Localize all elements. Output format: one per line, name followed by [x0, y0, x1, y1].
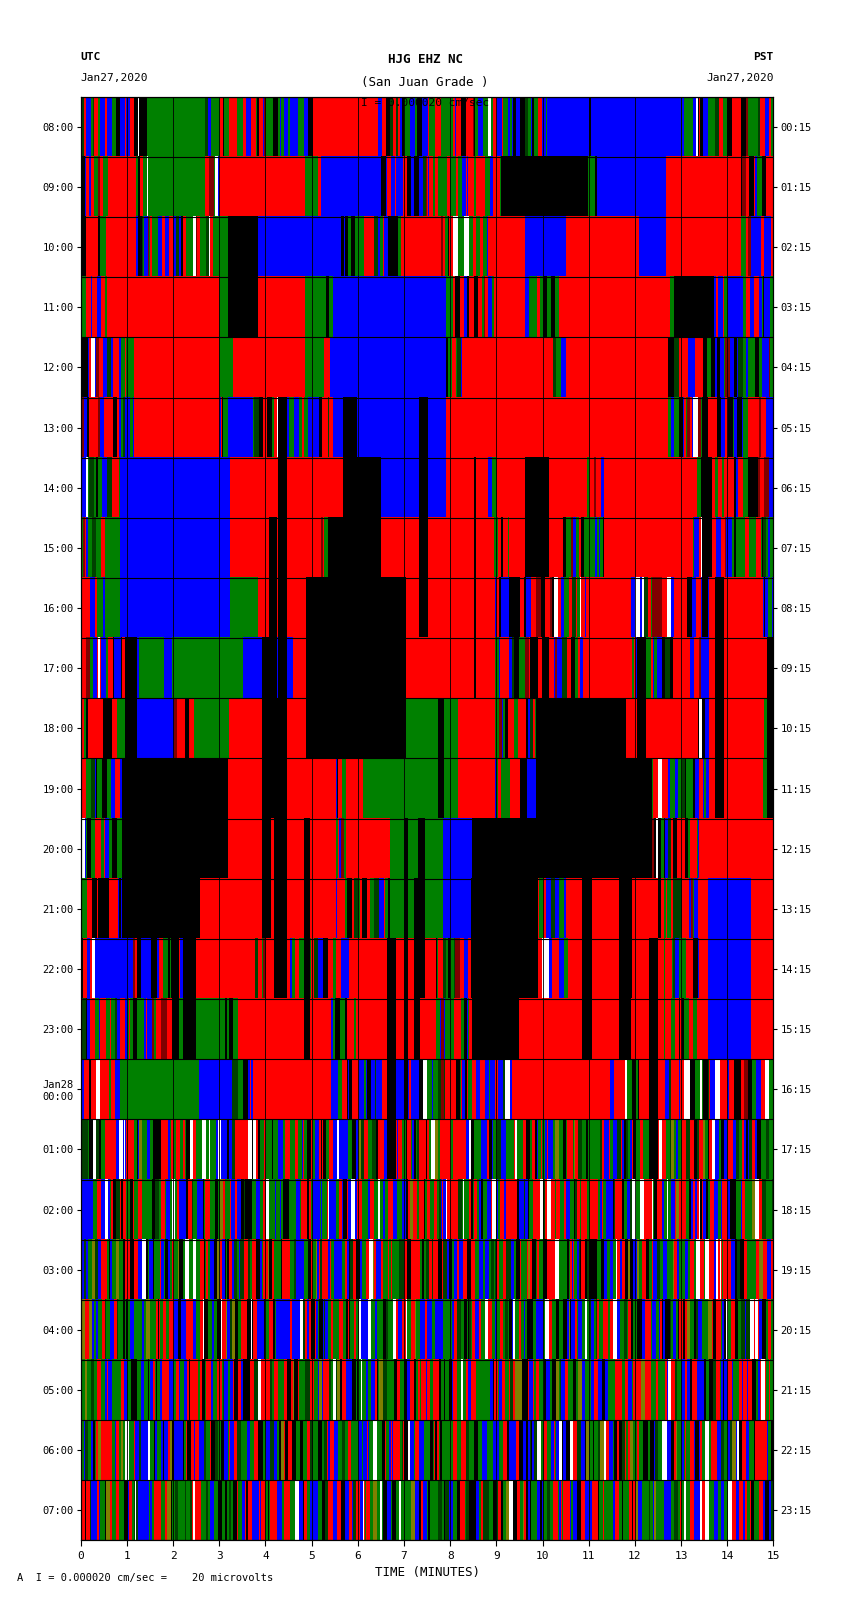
Text: A  I = 0.000020 cm/sec =    20 microvolts: A I = 0.000020 cm/sec = 20 microvolts: [17, 1573, 273, 1582]
Text: UTC: UTC: [81, 52, 101, 61]
Text: Jan27,2020: Jan27,2020: [706, 73, 774, 82]
Text: I = 0.000020 cm/sec: I = 0.000020 cm/sec: [361, 98, 489, 108]
Text: Jan27,2020: Jan27,2020: [81, 73, 148, 82]
Text: HJG EHZ NC: HJG EHZ NC: [388, 53, 462, 66]
X-axis label: TIME (MINUTES): TIME (MINUTES): [375, 1566, 479, 1579]
Text: (San Juan Grade ): (San Juan Grade ): [361, 76, 489, 89]
Text: PST: PST: [753, 52, 774, 61]
